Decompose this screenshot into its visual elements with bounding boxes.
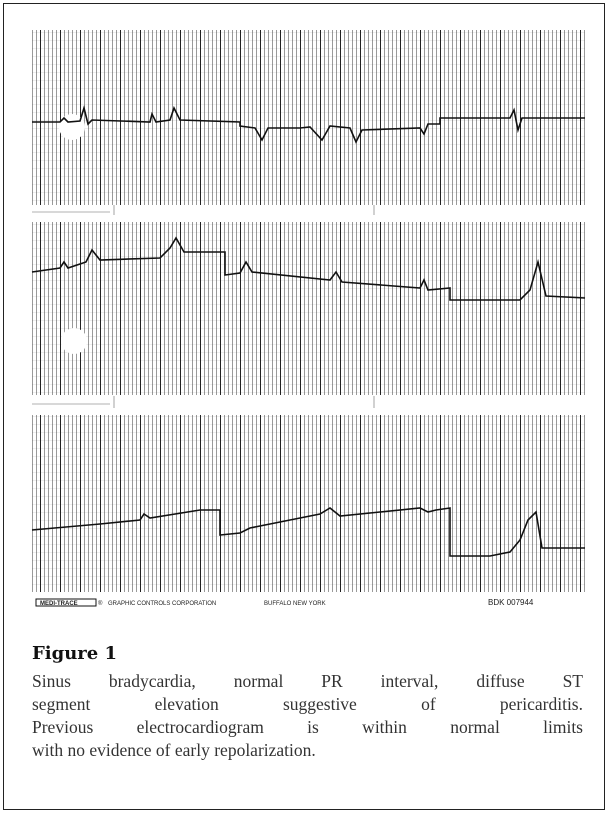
- city: BUFFALO NEW YORK: [264, 601, 326, 607]
- ecg-strip: [32, 222, 585, 395]
- caption: Sinus bradycardia, normal PR interval, d…: [32, 670, 583, 762]
- caption-line: with no evidence of early repolarization…: [32, 739, 583, 762]
- code: BDK 007944: [488, 598, 534, 607]
- registered-mark: ®: [98, 600, 103, 607]
- brand: MEDI-TRACE: [40, 601, 78, 607]
- page: MEDI-TRACE ® GRAPHIC CONTROLS CORPORATIO…: [0, 0, 610, 815]
- figure-label: Figure 1: [32, 643, 117, 664]
- caption-line: segment elevation suggestive of pericard…: [32, 693, 583, 716]
- punch-hole: [61, 328, 87, 354]
- company: GRAPHIC CONTROLS CORPORATION: [108, 601, 216, 607]
- caption-line: Sinus bradycardia, normal PR interval, d…: [32, 670, 583, 693]
- ecg-strip: [32, 415, 585, 592]
- caption-line: Previous electrocardiogram is within nor…: [32, 716, 583, 739]
- ecg-figure: MEDI-TRACE ® GRAPHIC CONTROLS CORPORATIO…: [0, 0, 610, 640]
